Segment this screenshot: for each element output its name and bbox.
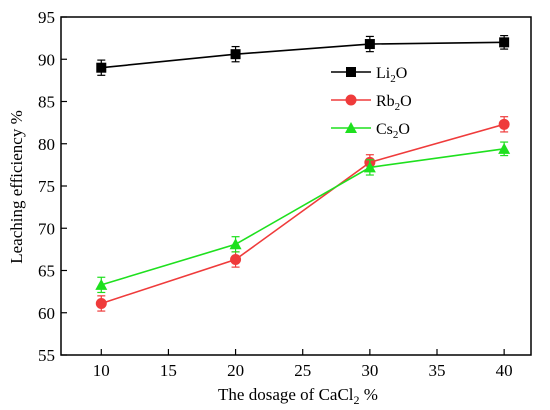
data-point <box>498 118 510 130</box>
x-tick-label: 15 <box>160 361 177 380</box>
data-point <box>364 39 375 50</box>
x-tick-label: 30 <box>361 361 378 380</box>
x-tick-label: 10 <box>93 361 110 380</box>
x-tick-label: 40 <box>496 361 513 380</box>
legend-item: Cs2O <box>331 121 410 141</box>
x-tick-label: 35 <box>429 361 446 380</box>
y-tick-label: 85 <box>38 93 55 112</box>
x-axis-title: The dosage of CaCl2 % <box>218 385 378 407</box>
y-axis: 55 60 65 70 75 80 85 90 95 <box>38 8 67 365</box>
data-point <box>230 254 242 266</box>
data-point <box>95 278 108 290</box>
legend-label: Cs2O <box>376 121 410 141</box>
y-tick-label: 60 <box>38 304 55 323</box>
data-point <box>499 37 510 48</box>
plot-area <box>60 16 532 356</box>
series-cs <box>95 141 511 294</box>
data-point <box>95 297 107 309</box>
y-tick-label: 75 <box>38 177 55 196</box>
legend-marker <box>345 94 357 106</box>
y-tick-label: 80 <box>38 135 55 154</box>
x-tick-label: 25 <box>294 361 311 380</box>
y-tick-label: 65 <box>38 262 55 281</box>
y-tick-label: 95 <box>38 8 55 27</box>
y-tick-label: 90 <box>38 50 55 69</box>
y-tick-label: 70 <box>38 219 55 238</box>
legend: Li2O Rb2O Cs2O <box>331 65 412 141</box>
data-point <box>230 49 241 60</box>
data-point <box>363 161 376 173</box>
legend-marker <box>345 122 357 133</box>
legend-item: Li2O <box>331 65 407 85</box>
x-axis: 10 15 20 25 30 35 40 <box>93 349 513 380</box>
data-point <box>96 62 107 73</box>
y-tick-label: 55 <box>38 346 55 365</box>
data-point <box>498 142 511 154</box>
legend-label: Rb2O <box>376 93 412 113</box>
series-line <box>101 41 505 69</box>
x-tick-label: 20 <box>227 361 244 380</box>
series-line <box>101 123 505 305</box>
data-point <box>229 238 242 250</box>
series-layer <box>95 34 511 312</box>
y-axis-title: Leaching efficiency % <box>7 110 26 264</box>
legend-item: Rb2O <box>331 93 412 113</box>
series-line <box>101 148 505 286</box>
series-li <box>96 34 510 76</box>
legend-marker <box>346 67 356 77</box>
legend-label: Li2O <box>376 65 407 85</box>
